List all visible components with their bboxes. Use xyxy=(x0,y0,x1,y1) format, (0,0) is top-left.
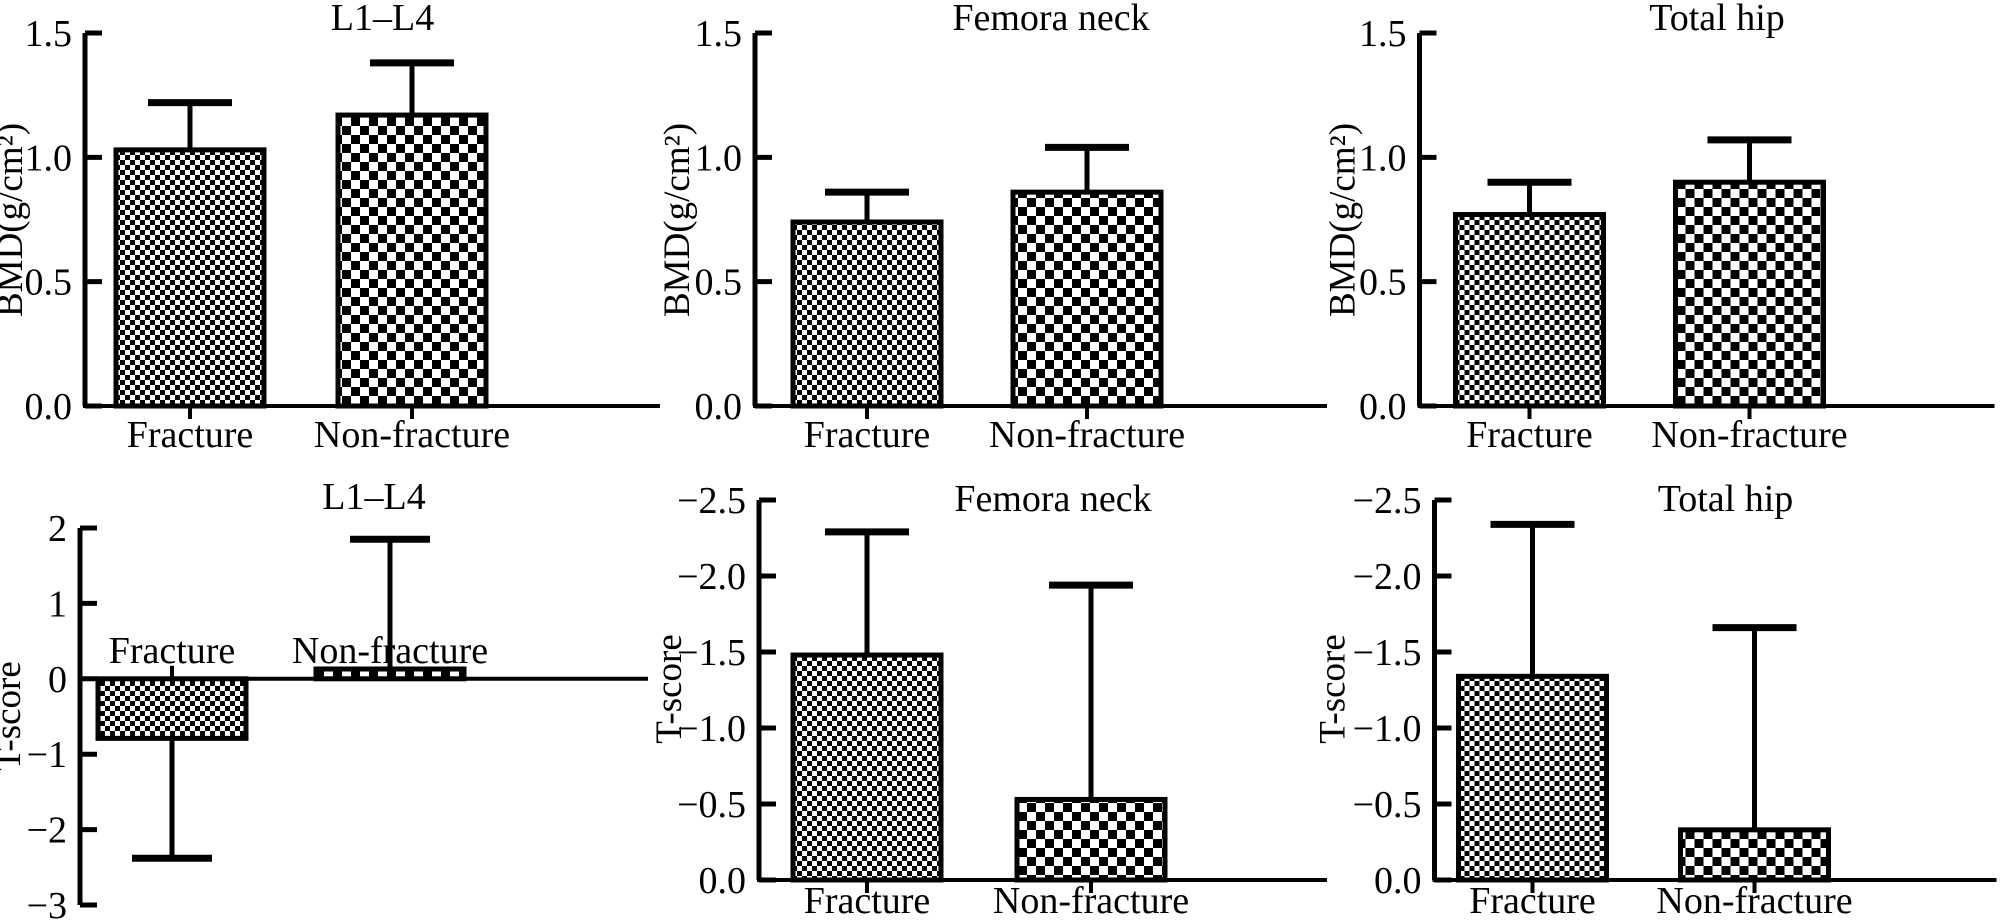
chart-title: Femora neck xyxy=(952,0,1149,39)
category-label-fracture: Fracture xyxy=(1469,880,1596,922)
category-label-fracture: Fracture xyxy=(1466,414,1593,456)
bar-fracture xyxy=(790,219,944,409)
chart-bmd-total-hip: 0.0 0.5 1.0 1.5 Fracture Non-fracture Total hi… xyxy=(1323,0,1995,456)
bar-non-fracture xyxy=(1678,827,1831,883)
chart-title: L1–L4 xyxy=(322,476,425,518)
chart-title: Total hip xyxy=(1649,0,1785,39)
panel-tscore-l1-l4: 2 1 0 −1 −2 −3 Fracture Non-fracture L1–L4 T-scor… xyxy=(0,461,667,922)
panel-tscore-femora-neck: −2.5 −2.0 −1.5 −1.0 −0.5 0.0 Fracture Non-fract… xyxy=(649,461,1334,922)
panel-bmd-femora-neck: 0.0 0.5 1.0 1.5 Fracture Non-fracture Femora n… xyxy=(657,0,1334,461)
y-tick-label: 0.0 xyxy=(25,386,73,428)
panel-bmd-total-hip: 0.0 0.5 1.0 1.5 Fracture Non-fracture Total hi… xyxy=(1323,0,2002,461)
y-axis-label: BMD(g/cm²) xyxy=(0,123,31,317)
category-label-non-fracture: Non-fracture xyxy=(993,880,1189,922)
y-tick-label: −3 xyxy=(27,885,67,922)
y-tick-label: −0.5 xyxy=(1353,784,1422,826)
category-label-fracture: Fracture xyxy=(804,880,931,922)
y-tick-label: −2.0 xyxy=(677,556,746,598)
panel-bmd-l1-l4: 0.0 0.5 1.0 1.5 Fracture Non-fracture L1–L4 BMD… xyxy=(0,0,667,461)
y-tick-label: −2.5 xyxy=(677,480,746,522)
bar-non-fracture xyxy=(1014,796,1168,883)
chart-tscore-total-hip: −2.5 −2.0 −1.5 −1.0 −0.5 0.0 Fracture Non-fract… xyxy=(1313,478,1997,922)
chart-title: Femora neck xyxy=(954,478,1151,520)
bar-fracture xyxy=(1456,673,1609,883)
y-axis-label: BMD(g/cm²) xyxy=(1323,123,1364,317)
category-label-non-fracture: Non-fracture xyxy=(1651,414,1847,456)
y-tick-label: −1.0 xyxy=(1353,708,1422,750)
category-label-fracture: Fracture xyxy=(127,414,254,456)
y-tick-label: 1.5 xyxy=(25,13,73,55)
y-tick-label: −2.0 xyxy=(1353,556,1422,598)
y-tick-label: −0.5 xyxy=(677,784,746,826)
bar-non-fracture xyxy=(1673,179,1826,409)
y-tick-label: −1 xyxy=(27,734,67,776)
panel-tscore-total-hip: −2.5 −2.0 −1.5 −1.0 −0.5 0.0 Fracture Non-fract… xyxy=(1313,461,2002,922)
y-tick-label: 0.0 xyxy=(1359,386,1407,428)
category-label-fracture: Fracture xyxy=(804,414,931,456)
bar-fracture xyxy=(1453,212,1606,409)
y-tick-label: 1 xyxy=(48,583,67,625)
y-axis-label: BMD(g/cm²) xyxy=(657,123,698,317)
y-tick-label: 0.5 xyxy=(1359,262,1407,304)
y-tick-label: 1.0 xyxy=(695,137,743,179)
bar-fracture xyxy=(95,676,249,741)
y-tick-label: 1.0 xyxy=(25,137,73,179)
y-tick-label: 1.0 xyxy=(1359,137,1407,179)
chart-bmd-l1-l4: 0.0 0.5 1.0 1.5 Fracture Non-fracture L1–L4 BMD… xyxy=(0,0,660,456)
bar-non-fracture xyxy=(1010,189,1164,409)
y-tick-label: −2 xyxy=(27,810,67,852)
bar-fracture xyxy=(790,652,944,883)
y-tick-label: 0.5 xyxy=(25,262,73,304)
bar-fracture xyxy=(113,147,267,409)
y-tick-label: 1.5 xyxy=(1359,13,1407,55)
category-label-fracture: Fracture xyxy=(109,630,236,672)
bar-non-fracture xyxy=(335,112,489,409)
chart-title: L1–L4 xyxy=(331,0,434,39)
chart-title: Total hip xyxy=(1658,478,1794,520)
y-tick-label: 0.5 xyxy=(695,262,743,304)
y-axis-label: T-score xyxy=(0,661,29,771)
category-label-non-fracture: Non-fracture xyxy=(989,414,1185,456)
chart-tscore-femora-neck: −2.5 −2.0 −1.5 −1.0 −0.5 0.0 Fracture Non-fract… xyxy=(649,478,1327,922)
y-tick-label: 0 xyxy=(48,659,67,701)
chart-bmd-femora-neck: 0.0 0.5 1.0 1.5 Fracture Non-fracture Femora n… xyxy=(657,0,1327,456)
y-tick-label: 0.0 xyxy=(699,860,747,902)
y-tick-label: −2.5 xyxy=(1353,480,1422,522)
y-tick-label: 1.5 xyxy=(695,13,743,55)
y-tick-label: 2 xyxy=(48,508,67,550)
y-tick-label: −1.0 xyxy=(677,708,746,750)
y-tick-label: −1.5 xyxy=(1353,632,1422,674)
y-tick-label: 0.0 xyxy=(695,386,743,428)
y-axis-label: T-score xyxy=(1313,634,1354,744)
y-axis-label: T-score xyxy=(649,634,690,744)
category-label-non-fracture: Non-fracture xyxy=(1656,880,1852,922)
y-tick-label: 0.0 xyxy=(1374,860,1422,902)
category-label-non-fracture: Non-fracture xyxy=(314,414,510,456)
y-tick-label: −1.5 xyxy=(677,632,746,674)
